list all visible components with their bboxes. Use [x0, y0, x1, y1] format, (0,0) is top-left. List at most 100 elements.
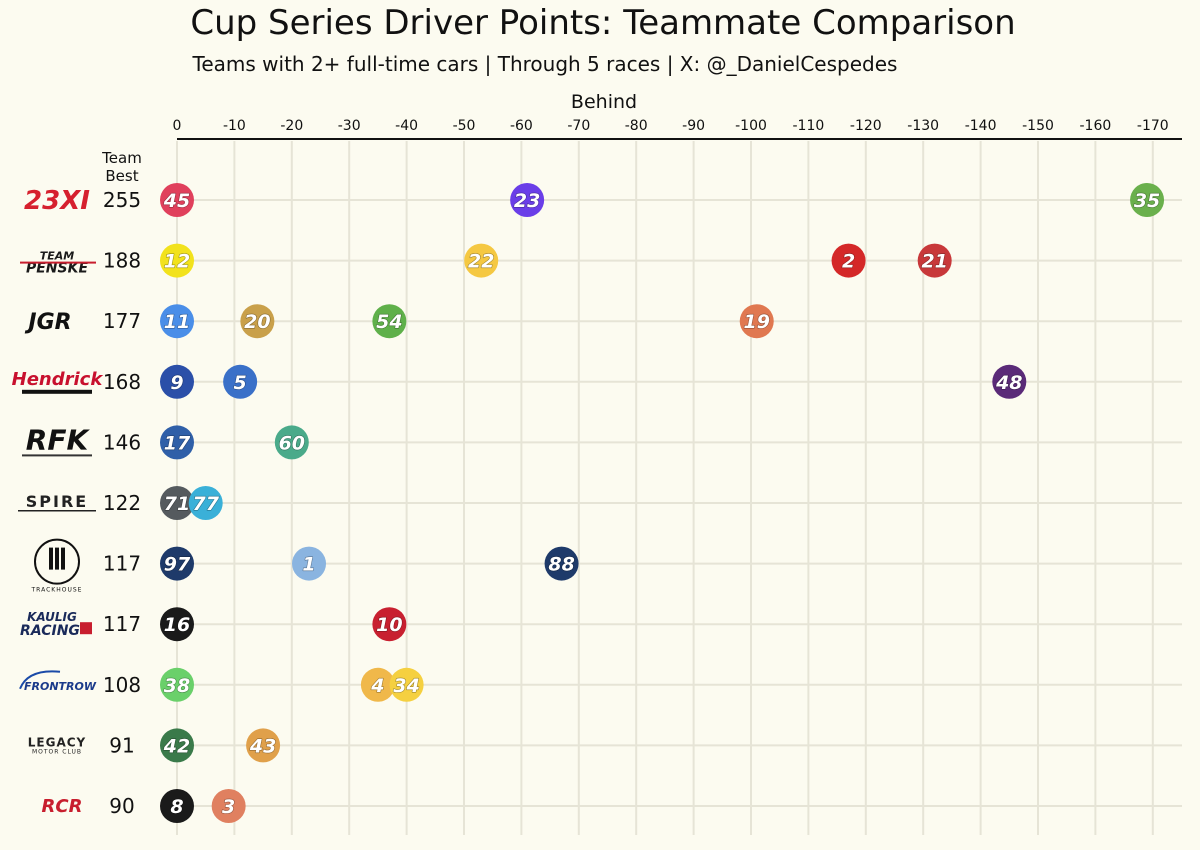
team-logo-flag	[80, 622, 92, 635]
car-marker: 17	[160, 425, 194, 460]
car-number-label: 9	[170, 372, 183, 394]
car-number-label: 88	[548, 554, 574, 576]
car-marker-circle	[372, 304, 407, 339]
team-logo: FRONTROW	[19, 670, 97, 693]
team-logo-text: TRACKHOUSE	[31, 587, 83, 594]
car-marker-circle	[160, 667, 194, 702]
car-marker-circle	[160, 607, 194, 642]
x-tick-label: -150	[1022, 118, 1054, 134]
car-marker-circle	[160, 183, 194, 217]
car-number-label: 4	[370, 675, 384, 697]
car-marker-circle	[739, 304, 774, 339]
car-number-label: 1	[302, 554, 315, 576]
car-marker: 10	[372, 607, 407, 642]
team-best-value: 146	[103, 430, 141, 454]
team-logo: JGR	[24, 310, 71, 335]
car-marker: 19	[739, 304, 774, 339]
car-marker: 22	[464, 243, 499, 278]
team-logo-text: PENSKE	[26, 261, 88, 277]
car-number-label: 17	[164, 432, 191, 454]
car-number-label: 11	[164, 311, 190, 333]
x-tick-label: -40	[395, 118, 418, 134]
car-number-label: 19	[744, 311, 770, 333]
car-marker-circle	[246, 728, 281, 763]
team-logo-text: Hendrick	[12, 369, 104, 390]
team-logo-text: FRONTROW	[24, 680, 97, 693]
team-logo-subtext: MOTOR CLUB	[32, 748, 82, 755]
team-best-value: 177	[103, 309, 141, 333]
x-tick-label: -170	[1137, 118, 1169, 134]
team-row: Hendrick 168 9 5 48	[12, 364, 1027, 399]
car-marker-circle	[360, 667, 395, 702]
x-tick-label: -100	[735, 118, 767, 134]
car-number-label: 10	[376, 614, 402, 636]
car-marker-circle	[389, 667, 424, 702]
x-tick-label: -160	[1080, 118, 1112, 134]
team-logo-text: RCR	[42, 796, 83, 817]
x-tick-label: -140	[965, 118, 997, 134]
team-best-value: 117	[103, 552, 141, 576]
car-number-label: 12	[164, 251, 190, 273]
car-marker-circle	[544, 546, 579, 581]
team-best-value: 117	[103, 612, 141, 636]
car-number-label: 71	[164, 493, 190, 515]
team-logo-text: JGR	[24, 310, 71, 335]
car-marker: 23	[510, 183, 545, 217]
car-marker-circle	[160, 425, 194, 460]
car-marker-circle	[372, 607, 407, 642]
team-logo-text: LEGACY	[28, 735, 86, 749]
team-logo-bar	[61, 547, 65, 570]
x-tick-label: -90	[682, 118, 705, 134]
team-row: 23XI 255 45 23 35	[24, 183, 1165, 217]
car-marker: 35	[1130, 183, 1165, 217]
car-number-label: 16	[164, 614, 190, 636]
x-axis: 0 -10 -20 -30 -40 -50 -60 -70 -80 -90 -100 -110 -120…	[173, 118, 1182, 140]
car-marker-circle	[160, 304, 194, 339]
car-marker-circle	[160, 364, 194, 399]
car-marker: 60	[274, 425, 309, 460]
car-number-label: 35	[1134, 190, 1160, 212]
car-marker: 12	[160, 243, 194, 278]
team-row: FRONTROW 108 38 4 34	[19, 667, 424, 702]
team-logo: Hendrick	[12, 369, 104, 394]
team-logo-text: TEAM	[40, 250, 75, 263]
x-tick-label: -110	[793, 118, 825, 134]
team-logo-text: SPIRE	[26, 492, 88, 511]
car-marker: 71	[160, 486, 194, 520]
car-number-label: 54	[376, 311, 402, 333]
car-marker: 48	[992, 364, 1027, 399]
car-marker: 5	[223, 364, 258, 399]
car-marker-circle	[240, 304, 275, 339]
car-marker: 54	[372, 304, 407, 339]
car-marker: 2	[831, 243, 866, 278]
team-best-value: 122	[103, 491, 141, 515]
car-marker-circle	[160, 546, 194, 581]
car-marker-circle	[160, 728, 194, 763]
gridlines	[160, 141, 1182, 835]
car-marker-circle	[223, 364, 258, 399]
car-number-label: 60	[279, 432, 305, 454]
car-marker-circle	[992, 364, 1027, 399]
team-logo-underline	[22, 454, 92, 457]
car-number-label: 23	[514, 190, 540, 212]
team-row: TRACKHOUSE 117 97 1 88	[31, 538, 579, 594]
car-marker: 97	[160, 546, 194, 581]
car-marker: 21	[917, 243, 952, 278]
team-logo-bar	[55, 547, 59, 570]
team-best-value: 255	[103, 188, 141, 212]
chart-subtitle: Teams with 2+ full-time cars | Through 5…	[192, 52, 898, 76]
x-tick-label: -60	[510, 118, 533, 134]
x-tick-label: -10	[223, 118, 246, 134]
team-logo-text: KAULIG	[27, 610, 77, 624]
chart-title: Cup Series Driver Points: Teammate Compa…	[190, 3, 1015, 43]
car-marker: 42	[160, 728, 194, 763]
car-marker-circle	[188, 486, 223, 520]
car-marker: 34	[389, 667, 424, 702]
car-marker: 88	[544, 546, 579, 581]
car-marker: 4	[360, 667, 395, 702]
